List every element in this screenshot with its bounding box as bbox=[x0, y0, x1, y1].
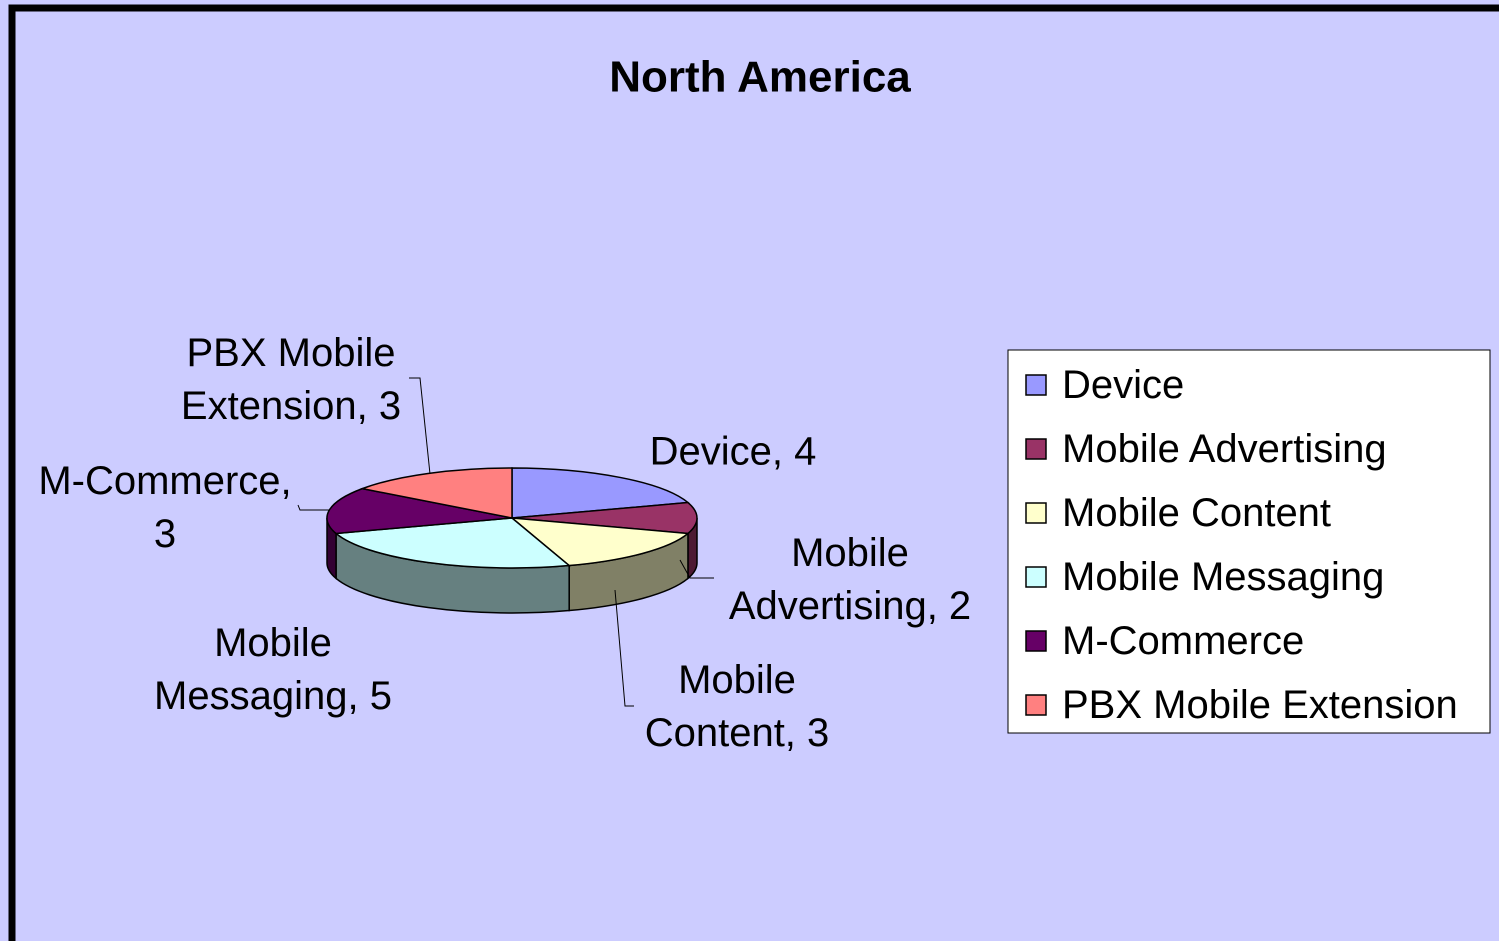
leader-lines bbox=[297, 377, 714, 707]
data-label: Mobile Advertising, 2 bbox=[728, 531, 972, 628]
legend-label: Mobile Content bbox=[1062, 491, 1332, 535]
legend-swatch bbox=[1025, 438, 1047, 460]
leader-line bbox=[614, 589, 634, 707]
legend-label: M-Commerce bbox=[1062, 619, 1305, 663]
legend-swatch bbox=[1025, 566, 1047, 588]
legend-swatch bbox=[1025, 694, 1047, 716]
chart-title: North America bbox=[609, 53, 911, 102]
leader-line bbox=[409, 377, 431, 475]
legend-label: Device bbox=[1062, 363, 1185, 407]
legend-label: PBX Mobile Extension bbox=[1062, 683, 1458, 727]
legend-swatch bbox=[1025, 502, 1047, 524]
legend-box bbox=[1007, 349, 1491, 734]
leader-line bbox=[679, 559, 714, 579]
legend-label: Mobile Messaging bbox=[1062, 555, 1385, 599]
legend-label: Mobile Advertising bbox=[1062, 427, 1387, 471]
leader-line bbox=[297, 504, 330, 511]
slice bbox=[334, 517, 572, 569]
data-label: M-Commerce, 3 bbox=[38, 459, 292, 556]
data-label: Device, 4 bbox=[649, 429, 817, 474]
legend bbox=[1025, 374, 1047, 716]
slice bbox=[359, 467, 513, 519]
chart-border bbox=[8, 4, 1499, 941]
data-label: Mobile Content, 3 bbox=[644, 658, 830, 755]
legend-swatch bbox=[1025, 630, 1047, 652]
pie bbox=[326, 467, 698, 614]
data-label: PBX Mobile Extension, 3 bbox=[180, 331, 402, 428]
slice bbox=[511, 501, 698, 535]
legend-swatch bbox=[1025, 374, 1047, 396]
slice bbox=[511, 467, 690, 519]
data-label: Mobile Messaging, 5 bbox=[154, 621, 392, 718]
